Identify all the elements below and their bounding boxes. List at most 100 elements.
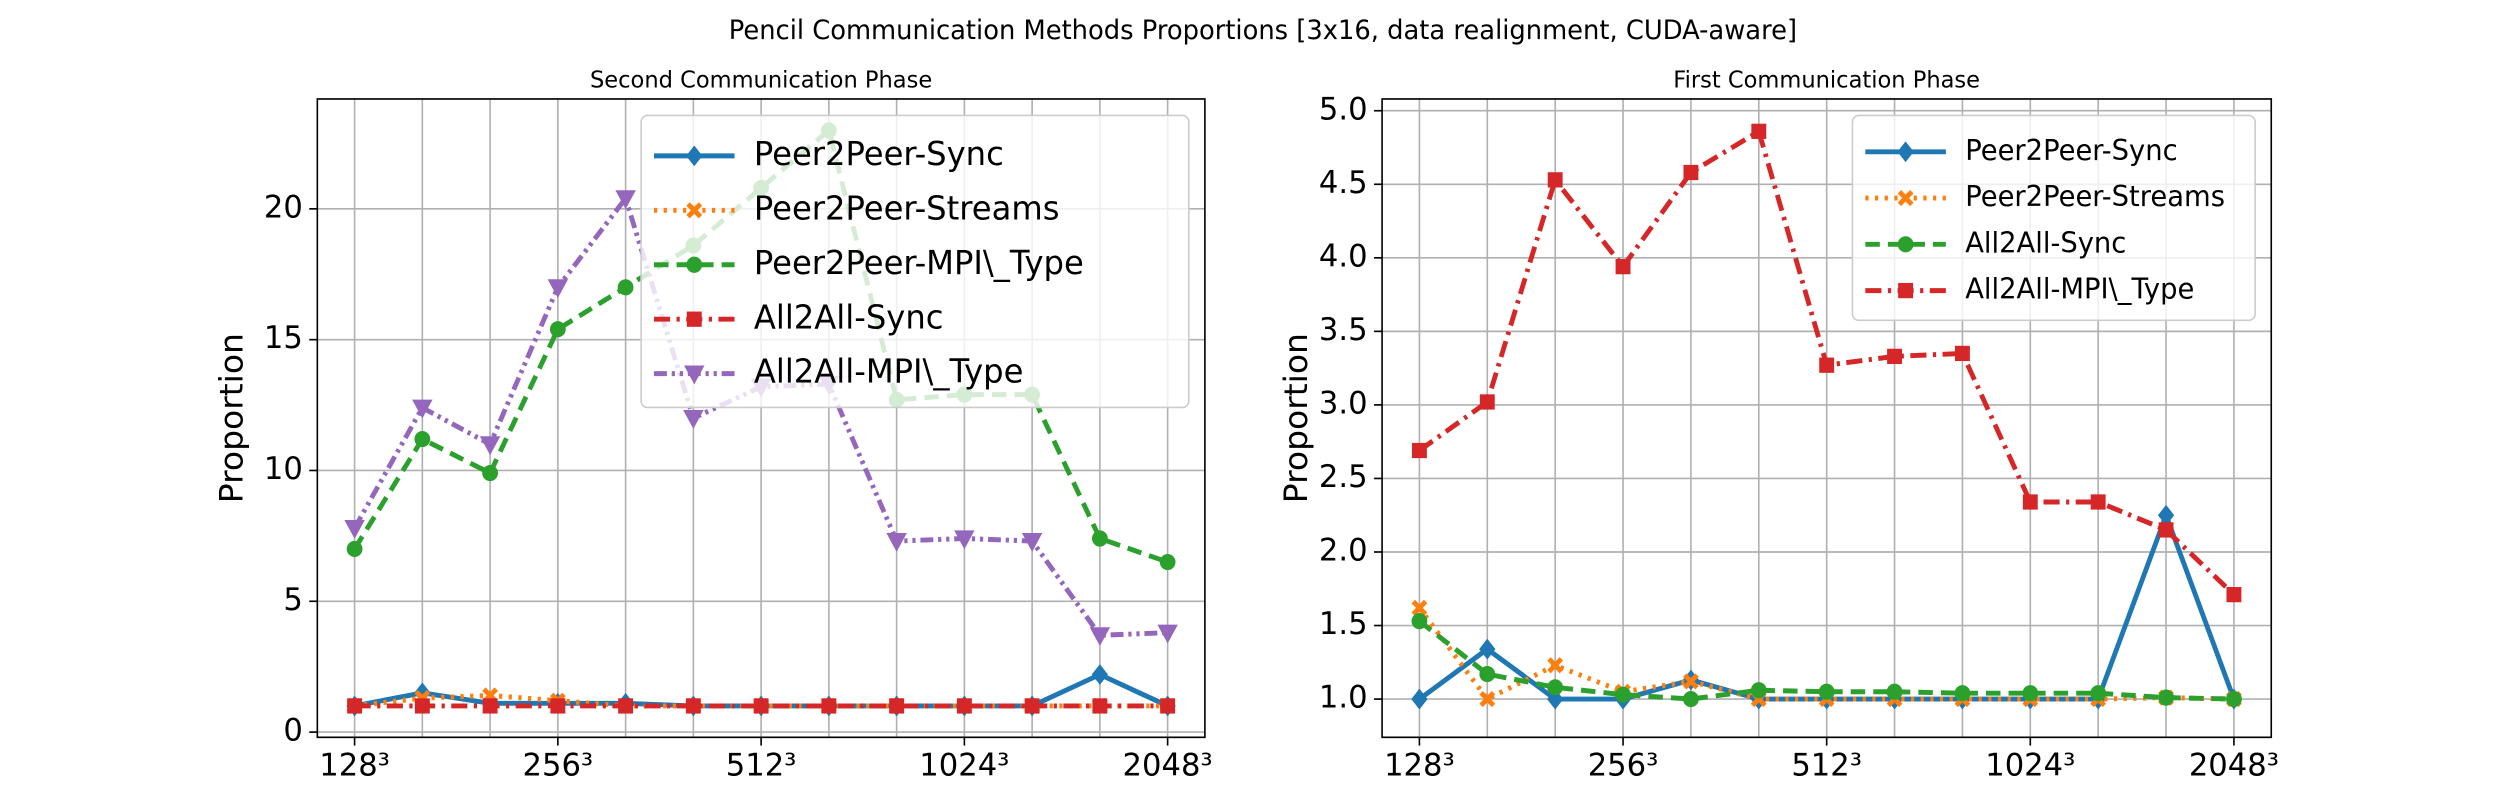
marker xyxy=(414,698,430,714)
marker xyxy=(1751,123,1767,139)
marker xyxy=(344,519,365,539)
marker xyxy=(1479,665,1496,683)
marker xyxy=(1819,357,1835,373)
y-tick-label: 1.5 xyxy=(1319,606,1368,642)
marker xyxy=(1897,236,1914,253)
marker xyxy=(2090,685,2107,702)
y-tick-label: 5.0 xyxy=(1319,91,1368,127)
legend-box xyxy=(1851,114,2256,322)
legend-label: Peer2Peer-Sync xyxy=(1965,134,2177,167)
marker xyxy=(547,279,569,299)
x-tick-label: 2048³ xyxy=(2189,747,2279,783)
x-tick-label: 512³ xyxy=(726,747,797,783)
axis-title: First Communication Phase xyxy=(1673,67,1980,93)
marker xyxy=(615,190,636,210)
marker xyxy=(1479,638,1496,660)
marker xyxy=(617,279,634,296)
y-tick-label: 10 xyxy=(264,451,303,487)
x-tick-label: 1024³ xyxy=(1985,747,2075,783)
marker xyxy=(684,365,705,385)
marker xyxy=(886,533,907,552)
legend-label: All2All-MPI\_Type xyxy=(754,352,1024,390)
marker xyxy=(1615,259,1631,275)
marker xyxy=(1411,688,1428,710)
y-tick-label: 3.0 xyxy=(1319,385,1368,421)
marker xyxy=(1160,698,1176,714)
marker xyxy=(889,698,905,714)
x-tick-label: 2048³ xyxy=(1123,747,1213,783)
marker xyxy=(1547,679,1564,696)
marker xyxy=(1024,698,1040,714)
marker xyxy=(683,410,704,429)
y-axis-label: Proportion xyxy=(213,333,251,503)
y-tick-label: 1.0 xyxy=(1319,679,1368,715)
y-axis-label: Proportion xyxy=(1278,333,1316,503)
marker xyxy=(1683,690,1699,708)
legend-label: All2All-Sync xyxy=(1965,226,2126,259)
marker xyxy=(1091,664,1108,685)
marker xyxy=(1479,690,1496,708)
marker xyxy=(1021,533,1043,552)
y-tick-label: 2.5 xyxy=(1319,459,1368,495)
marker xyxy=(686,311,702,327)
marker xyxy=(2226,690,2242,708)
x-tick-label: 256³ xyxy=(523,747,594,783)
marker xyxy=(821,698,837,714)
legend-label: Peer2Peer-Streams xyxy=(1965,180,2225,213)
x-tick-label: 128³ xyxy=(319,747,390,783)
marker xyxy=(1886,683,1903,700)
plot-frame xyxy=(1381,98,2273,739)
marker xyxy=(549,321,566,338)
plot-frame xyxy=(316,98,1206,739)
marker xyxy=(1159,553,1176,571)
marker xyxy=(1157,624,1178,644)
marker xyxy=(1897,189,1914,207)
legend-label: Peer2Peer-Streams xyxy=(754,189,1060,227)
y-tick-label: 5 xyxy=(283,582,302,618)
x-tick-label: 256³ xyxy=(1588,747,1659,783)
marker xyxy=(1954,345,1970,362)
marker xyxy=(618,698,634,714)
marker xyxy=(479,436,501,456)
marker xyxy=(1411,613,1428,630)
marker xyxy=(2158,522,2174,538)
marker xyxy=(1818,683,1835,700)
y-tick-label: 2.0 xyxy=(1319,532,1368,568)
marker xyxy=(412,399,433,419)
y-tick-label: 4.5 xyxy=(1319,165,1368,201)
marker xyxy=(1954,685,1971,702)
y-tick-label: 4.0 xyxy=(1319,238,1368,274)
marker xyxy=(1547,688,1564,710)
marker xyxy=(685,698,701,714)
marker xyxy=(2090,494,2106,510)
marker xyxy=(346,540,363,558)
marker xyxy=(347,698,363,714)
y-tick-label: 3.5 xyxy=(1319,312,1368,348)
marker xyxy=(550,698,566,714)
marker xyxy=(1547,172,1563,188)
marker xyxy=(1683,164,1699,181)
legend-box xyxy=(640,114,1190,409)
marker xyxy=(2157,504,2175,526)
marker xyxy=(1898,282,1914,299)
marker xyxy=(2226,587,2242,603)
marker xyxy=(2158,689,2174,706)
legend-label: Peer2Peer-Sync xyxy=(754,135,1004,173)
marker xyxy=(482,465,498,482)
marker xyxy=(1897,141,1914,163)
marker xyxy=(1411,442,1427,459)
marker xyxy=(1887,348,1903,364)
marker xyxy=(686,145,703,167)
marker xyxy=(2022,685,2039,702)
marker xyxy=(482,698,498,714)
marker xyxy=(686,256,703,273)
marker xyxy=(1089,627,1111,647)
marker xyxy=(1750,682,1767,699)
figure-title: Pencil Communication Methods Proportions… xyxy=(729,16,1797,46)
x-tick-label: 1024³ xyxy=(919,747,1009,783)
marker xyxy=(1411,599,1428,616)
marker xyxy=(1479,394,1495,410)
marker xyxy=(753,698,769,714)
marker xyxy=(1615,686,1631,703)
y-tick-label: 0 xyxy=(283,712,302,748)
